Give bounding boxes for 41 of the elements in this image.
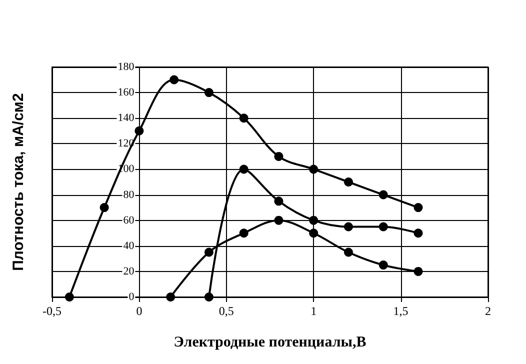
point <box>414 203 423 212</box>
y-tick-label: 0 <box>128 291 135 303</box>
point <box>170 75 179 84</box>
y-tick-label: 40 <box>123 240 135 252</box>
point <box>204 88 214 98</box>
point <box>344 222 353 232</box>
point <box>274 196 284 206</box>
point <box>274 216 284 225</box>
point <box>309 216 318 225</box>
point <box>344 178 353 186</box>
point <box>309 228 318 238</box>
point <box>274 152 284 161</box>
x-tick-label: 2 <box>485 304 491 318</box>
y-tick-label: 140 <box>118 112 135 124</box>
point <box>239 228 248 238</box>
y-tick-label: 180 <box>118 61 135 73</box>
point <box>204 248 214 257</box>
x-tick-label: 1 <box>310 304 317 318</box>
point <box>378 190 388 200</box>
x-tick-label: 0,5 <box>218 304 234 318</box>
y-tick-label: 20 <box>123 265 135 278</box>
y-tick-label: 60 <box>123 214 135 226</box>
y-tick-label: 160 <box>118 86 135 99</box>
point <box>204 292 214 302</box>
point <box>239 164 248 174</box>
y-tick-label: 80 <box>123 188 135 201</box>
point <box>378 260 388 270</box>
point <box>134 126 144 136</box>
x-tick-label: 1,5 <box>393 304 408 318</box>
point <box>166 292 176 302</box>
point <box>344 248 353 257</box>
x-tick-label: -0,5 <box>42 304 62 318</box>
point <box>414 266 423 276</box>
point <box>309 164 318 174</box>
point <box>239 114 248 123</box>
point <box>414 228 423 238</box>
x-axis-title: Электродные потенциалы,В <box>174 334 366 350</box>
point <box>64 292 74 302</box>
y-axis-title: Плотность тока, мА/см2 <box>10 93 27 271</box>
point <box>378 222 388 232</box>
point <box>100 203 109 212</box>
